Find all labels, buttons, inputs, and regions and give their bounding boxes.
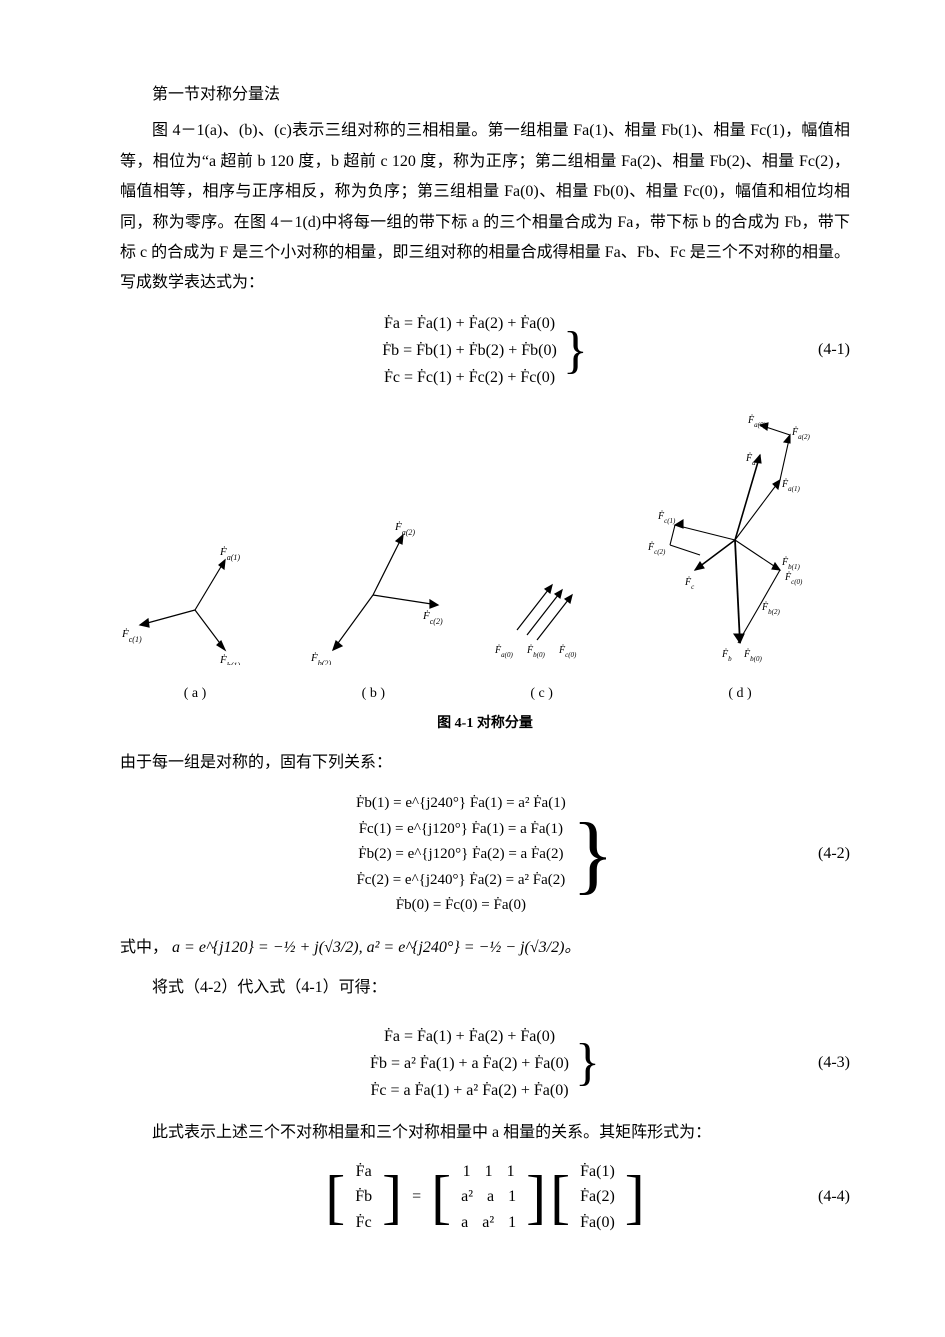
eq4-matrix: 1 1 1 a² a 1 a a² 1 (461, 1159, 516, 1236)
figure-label-b: ( b ) (293, 681, 453, 708)
figure-label-c: ( c ) (477, 681, 607, 708)
eq4-right-vector: Ḟa(1) Ḟa(2) Ḟa(0) (580, 1159, 615, 1236)
eq1-lines: Ḟa = Ḟa(1) + Ḟa(2) + Ḟa(0) Ḟb = Ḟb(1) + … (382, 310, 557, 392)
svg-text:Ḟb(0): Ḟb(0) (526, 644, 545, 659)
svg-text:Ḟb(2): Ḟb(2) (310, 652, 331, 665)
eq2-number: (4-2) (818, 838, 850, 868)
paragraph-1: 图 4－1(a)、(b)、(c)表示三组对称的三相相量。第一组相量 Fa(1)、… (120, 116, 850, 298)
eq2-line-1: Ḟb(1) = e^{j240°} Ḟa(1) = a² Ḟa(1) (356, 795, 566, 811)
eq4-rv-0: Ḟa(1) (580, 1159, 615, 1185)
eq3-brace: } (575, 1037, 600, 1089)
eq2-line-5: Ḟb(0) = Ḟc(0) = Ḟa(0) (396, 897, 526, 913)
svg-text:Ḟa(2): Ḟa(2) (791, 426, 810, 441)
eq4-m-00: 1 (463, 1159, 471, 1185)
figure-panel-d: Ḟa(0) Ḟa(2) Ḟa Ḟa(1) Ḟc(1) Ḟc(2) Ḟc Ḟb(1… (630, 405, 850, 707)
eq4-number: (4-4) (818, 1182, 850, 1212)
equation-4-3: Ḟa = Ḟa(1) + Ḟa(2) + Ḟa(0) Ḟb = a² Ḟa(1)… (120, 1022, 850, 1105)
svg-text:Ḟa(0): Ḟa(0) (747, 414, 766, 429)
eq4-m-20: a (461, 1210, 468, 1236)
eq4-m-11: a (487, 1184, 494, 1210)
eq3-line-1: Ḟa = Ḟa(1) + Ḟa(2) + Ḟa(0) (384, 1028, 555, 1045)
svg-text:Ḟa(2): Ḟa(2) (394, 521, 415, 537)
eq2-line-3: Ḟb(2) = e^{j120°} Ḟa(2) = a Ḟa(2) (358, 846, 563, 862)
figure-panel-c: Ḟa(0) Ḟb(0) Ḟc(0) ( c ) (477, 545, 607, 707)
eq4-rv-2: Ḟa(0) (580, 1210, 615, 1236)
phasor-diagram-b: Ḟa(2) Ḟc(2) Ḟb(2) (293, 505, 453, 665)
eq2-brace: } (572, 811, 614, 899)
eq4-rv-1: Ḟa(2) (580, 1184, 615, 1210)
svg-text:Ḟb: Ḟb (721, 648, 732, 663)
eq2-lines: Ḟb(1) = e^{j240°} Ḟa(1) = a² Ḟa(1) Ḟc(1)… (356, 791, 566, 919)
svg-text:Ḟb(1): Ḟb(1) (219, 654, 240, 665)
eq4-m-10: a² (461, 1184, 473, 1210)
figure-panel-b: Ḟa(2) Ḟc(2) Ḟb(2) ( b ) (293, 505, 453, 707)
figure-label-d: ( d ) (630, 681, 850, 708)
eq3-line-3: Ḟc = a Ḟa(1) + a² Ḟa(2) + Ḟa(0) (370, 1082, 568, 1099)
svg-text:Ḟb(0): Ḟb(0) (743, 648, 762, 663)
section-title: 第一节对称分量法 (120, 80, 850, 110)
eq4-m-01: 1 (485, 1159, 493, 1185)
svg-text:Ḟc(0): Ḟc(0) (784, 571, 803, 586)
svg-text:Ḟa(1): Ḟa(1) (781, 478, 800, 493)
svg-text:Ḟb(2): Ḟb(2) (761, 601, 780, 616)
svg-text:Ḟc(1): Ḟc(1) (657, 510, 676, 525)
equation-4-4: [ Ḟa Ḟb Ḟc ] = [ 1 1 1 a² a 1 (120, 1159, 850, 1236)
equation-4-1: Ḟa = Ḟa(1) + Ḟa(2) + Ḟa(0) Ḟb = Ḟb(1) + … (120, 309, 850, 392)
eq4-m-02: 1 (507, 1159, 515, 1185)
equation-4-2: Ḟb(1) = e^{j240°} Ḟa(1) = a² Ḟa(1) Ḟc(1)… (120, 788, 850, 919)
svg-text:Ḟc(2): Ḟc(2) (647, 541, 666, 556)
eq1-number: (4-1) (818, 335, 850, 365)
eq4-lv-0: Ḟa (356, 1159, 372, 1185)
svg-text:Ḟa(0): Ḟa(0) (494, 644, 513, 659)
eq1-line-2: Ḟb = Ḟb(1) + Ḟb(2) + Ḟb(0) (382, 342, 557, 359)
svg-text:Ḟc(1): Ḟc(1) (121, 628, 142, 644)
paragraph-2: 由于每一组是对称的，固有下列关系： (120, 748, 850, 778)
eq4-lv-1: Ḟb (355, 1184, 372, 1210)
eq1-line-3: Ḟc = Ḟc(1) + Ḟc(2) + Ḟc(0) (384, 369, 555, 386)
figure-caption: 图 4-1 对称分量 (120, 711, 850, 738)
para3-math: a = e^{j120} = −½ + j(√3/2), a² = e^{j24… (172, 939, 580, 956)
eq3-number: (4-3) (818, 1048, 850, 1078)
eq1-brace: } (563, 325, 588, 377)
eq3-line-2: Ḟb = a² Ḟa(1) + a Ḟa(2) + Ḟa(0) (370, 1055, 569, 1072)
eq4-m-22: 1 (508, 1210, 516, 1236)
svg-text:Ḟa: Ḟa (745, 452, 756, 467)
eq4-lv-2: Ḟc (356, 1210, 372, 1236)
paragraph-4: 将式（4-2）代入式（4-1）可得： (120, 973, 850, 1003)
svg-text:Ḟc(0): Ḟc(0) (558, 644, 577, 659)
eq4-m-21: a² (482, 1210, 494, 1236)
phasor-diagram-d: Ḟa(0) Ḟa(2) Ḟa Ḟa(1) Ḟc(1) Ḟc(2) Ḟc Ḟb(1… (630, 405, 850, 665)
page: 第一节对称分量法 图 4－1(a)、(b)、(c)表示三组对称的三相相量。第一组… (0, 0, 945, 1337)
svg-text:Ḟc: Ḟc (684, 576, 695, 591)
figure-panel-a: Ḟa(1) Ḟb(1) Ḟc(1) ( a ) (120, 515, 270, 707)
svg-text:Ḟc(2): Ḟc(2) (422, 610, 443, 626)
phasor-diagram-a: Ḟa(1) Ḟb(1) Ḟc(1) (120, 515, 270, 665)
eq4-left-vector: Ḟa Ḟb Ḟc (355, 1159, 372, 1236)
figure-label-a: ( a ) (120, 681, 270, 708)
phasor-diagram-c: Ḟa(0) Ḟb(0) Ḟc(0) (477, 545, 607, 665)
svg-text:Ḟb(1): Ḟb(1) (781, 556, 800, 571)
eq2-line-4: Ḟc(2) = e^{j240°} Ḟa(2) = a² Ḟa(2) (356, 872, 565, 888)
eq2-line-2: Ḟc(1) = e^{j120°} Ḟa(1) = a Ḟa(1) (359, 821, 563, 837)
eq1-line-1: Ḟa = Ḟa(1) + Ḟa(2) + Ḟa(0) (384, 315, 555, 332)
paragraph-5: 此式表示上述三个不对称相量和三个对称相量中 a 相量的关系。其矩阵形式为： (120, 1118, 850, 1148)
svg-text:Ḟa(1): Ḟa(1) (219, 546, 240, 562)
eq3-lines: Ḟa = Ḟa(1) + Ḟa(2) + Ḟa(0) Ḟb = a² Ḟa(1)… (370, 1023, 569, 1105)
para3-prefix: 式中， (120, 939, 168, 956)
eq4-m-12: 1 (508, 1184, 516, 1210)
figure-4-1: Ḟa(1) Ḟb(1) Ḟc(1) ( a ) Ḟa(2) Ḟc(2) Ḟb(2 (120, 405, 850, 707)
paragraph-3: 式中， a = e^{j120} = −½ + j(√3/2), a² = e^… (120, 933, 850, 963)
